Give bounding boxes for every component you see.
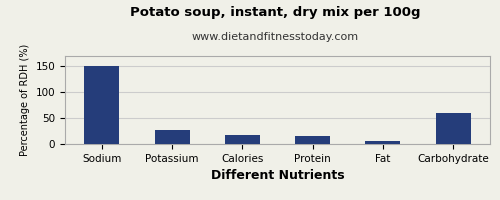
Bar (436, 113, 470, 144)
Bar (84, 66, 120, 144)
X-axis label: Different Nutrients: Different Nutrients (210, 169, 344, 182)
Text: www.dietandfitnesstoday.com: www.dietandfitnesstoday.com (192, 32, 358, 42)
Bar (154, 130, 190, 144)
Bar (225, 135, 260, 144)
Text: Potato soup, instant, dry mix per 100g: Potato soup, instant, dry mix per 100g (130, 6, 420, 19)
Y-axis label: Percentage of RDH (%): Percentage of RDH (%) (20, 44, 30, 156)
Bar (295, 136, 330, 144)
Bar (366, 141, 400, 144)
